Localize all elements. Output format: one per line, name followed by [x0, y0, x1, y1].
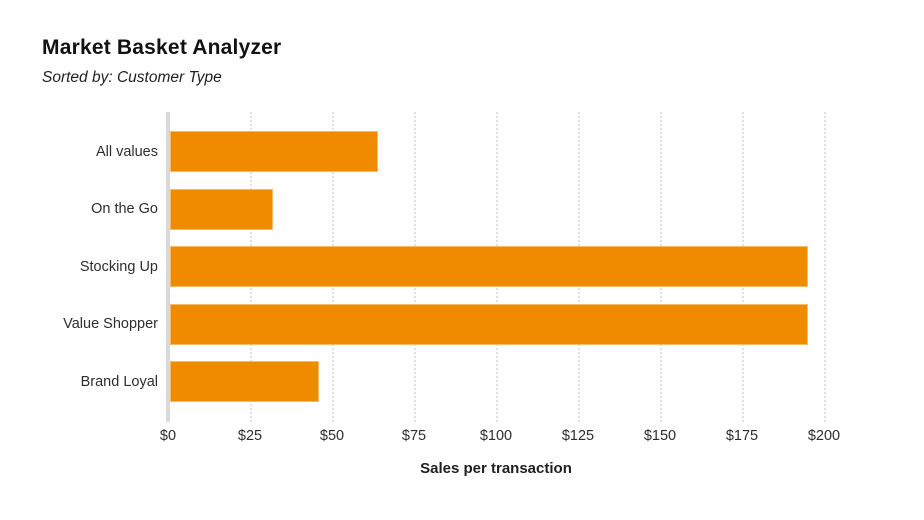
- chart-title: Market Basket Analyzer: [42, 36, 282, 59]
- x-tick-label-175: $175: [725, 428, 759, 444]
- bar-brand-loyal[interactable]: [170, 361, 319, 403]
- x-tick-label-200: $200: [807, 428, 841, 444]
- bar-on-the-go[interactable]: [170, 188, 273, 230]
- category-label-on-the-go: On the Go: [91, 201, 158, 218]
- category-label-value-shopper: Value Shopper: [63, 316, 158, 333]
- bar-all-values[interactable]: [170, 131, 378, 173]
- x-tick-label-25: $25: [237, 428, 263, 444]
- category-label-stocking-up: Stocking Up: [79, 258, 158, 275]
- x-tick-label-100: $100: [479, 428, 513, 444]
- bar-stocking-up[interactable]: [170, 246, 808, 288]
- x-tick-label-75: $75: [401, 428, 427, 444]
- chart-subtitle: Sorted by: Customer Type: [42, 69, 222, 86]
- y-axis-labels: All values On the Go Stocking Up Value Shop…: [20, 112, 158, 422]
- bar-value-shopper[interactable]: [170, 303, 808, 345]
- x-tick-label-150: $150: [643, 428, 677, 444]
- x-tick-label-50: $50: [319, 428, 345, 444]
- zero-axis-line: [166, 112, 170, 422]
- gridline-200: [824, 112, 826, 422]
- category-label-brand-loyal: Brand Loyal: [80, 373, 158, 390]
- x-tick-label-125: $125: [561, 428, 595, 444]
- x-axis-title: Sales per transaction: [420, 460, 572, 477]
- x-tick-label-0: $0: [159, 428, 177, 444]
- plot-area: [166, 112, 868, 422]
- x-axis-tick-labels: $0 $25 $50 $75 $100 $125 $150 $175 $200: [160, 428, 868, 448]
- category-label-all-values: All values: [95, 143, 158, 160]
